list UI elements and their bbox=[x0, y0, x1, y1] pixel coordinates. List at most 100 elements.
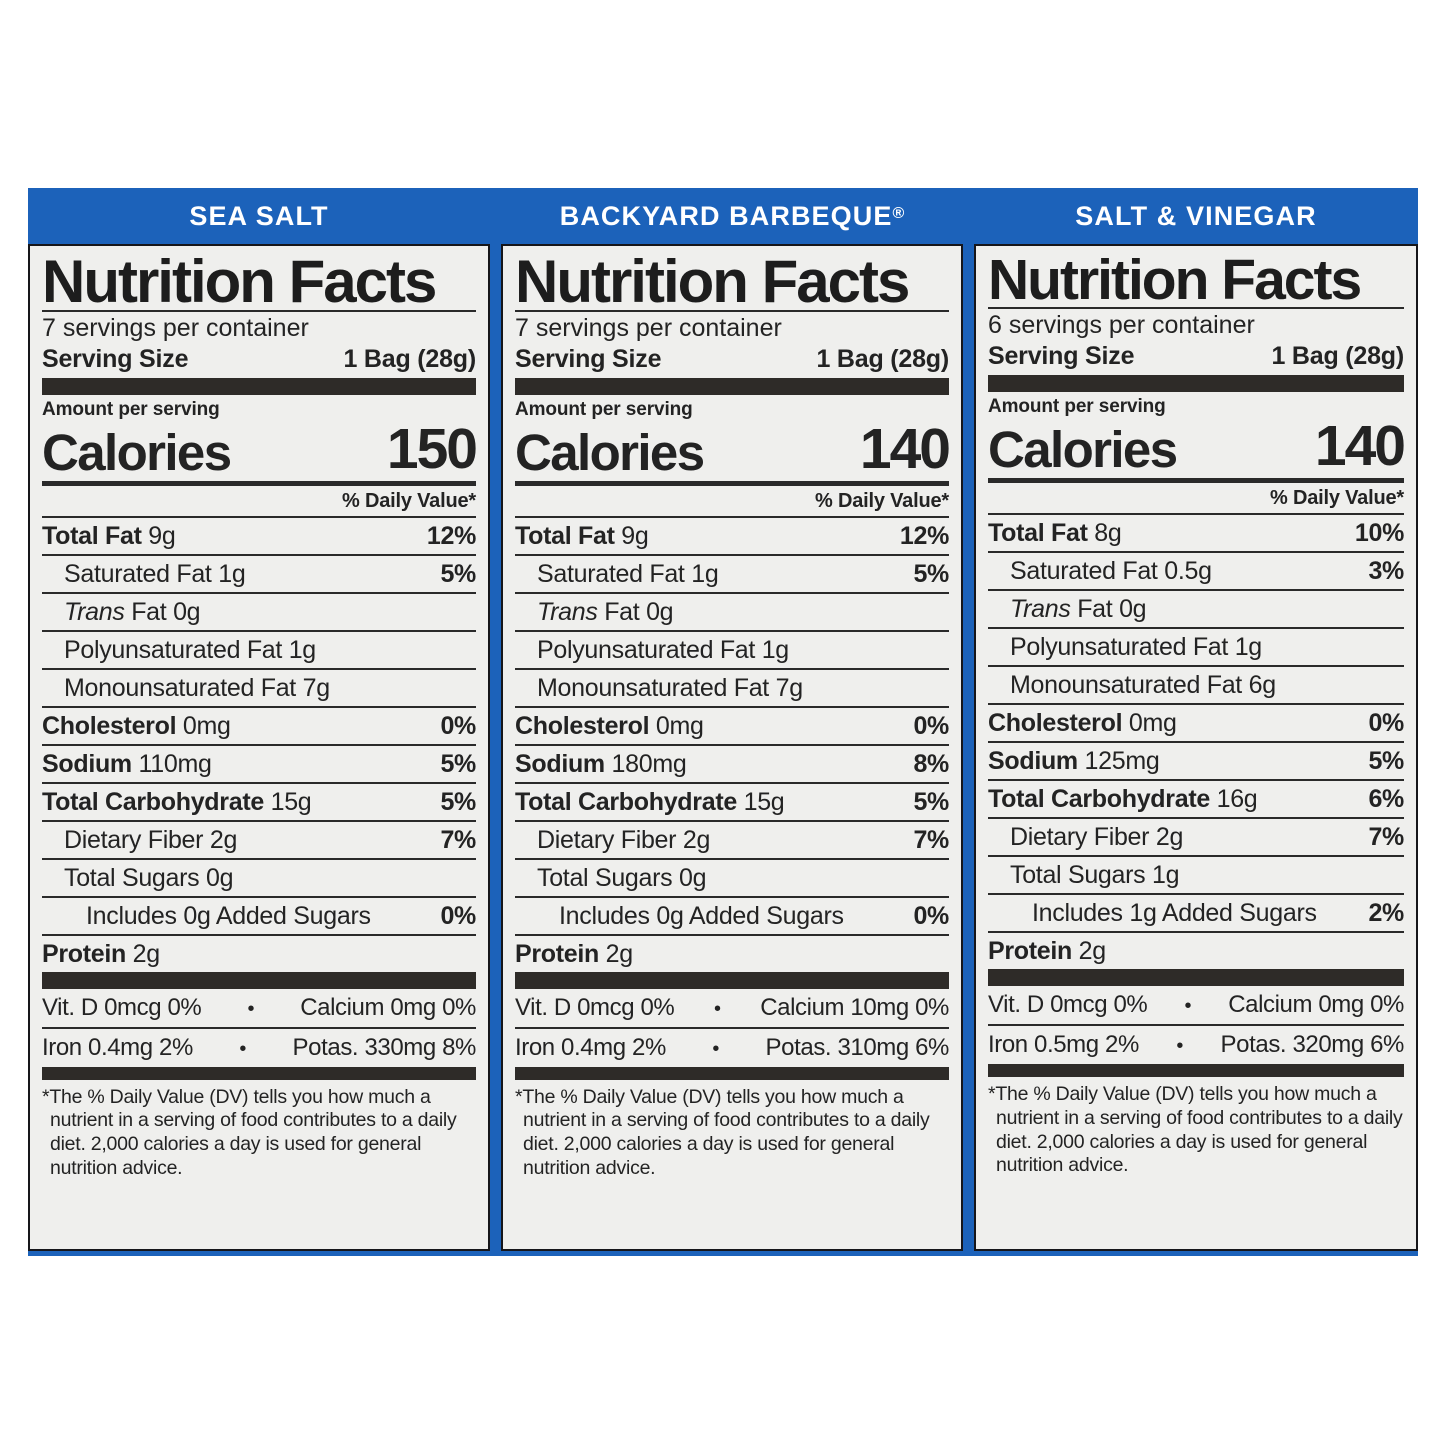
nutrient-amount: 125mg bbox=[1084, 746, 1160, 775]
nutrient-daily-value: 0% bbox=[1368, 708, 1404, 737]
nutrient-daily-value: 10% bbox=[1354, 518, 1404, 547]
rule-between-nutrients bbox=[988, 930, 1404, 933]
nutrient-daily-value: 6% bbox=[1368, 784, 1404, 813]
flavor-header-cell-3: SALT & VINEGAR bbox=[974, 201, 1418, 232]
daily-value-header: % Daily Value* bbox=[815, 489, 949, 512]
servings-per-container: 7 servings per container bbox=[515, 314, 782, 343]
panel-title-nutrition-facts: Nutrition Facts bbox=[42, 248, 437, 315]
micronutrient-row: Iron 0.4mg 2% • Potas. 330mg 8% bbox=[42, 1029, 476, 1067]
rule-between-nutrients bbox=[988, 816, 1404, 819]
rule-under-dv-header bbox=[42, 515, 476, 518]
nutrient-row: Total Carbohydrate 15g 5% bbox=[515, 784, 949, 820]
rule-between-nutrients bbox=[515, 591, 949, 594]
micronutrient-right: Calcium 0mg 0% bbox=[1228, 990, 1404, 1018]
nutrient-row: Includes 1g Added Sugars 2% bbox=[988, 895, 1404, 931]
calories-label: Calories bbox=[988, 420, 1178, 478]
nutrient-daily-value: 5% bbox=[440, 559, 476, 588]
rule-between-nutrients bbox=[515, 667, 949, 670]
nutrient-daily-value: 0% bbox=[440, 901, 476, 930]
flavor-header-cell-2: BACKYARD BARBEQUE® bbox=[501, 201, 963, 232]
bullet-separator-icon: • bbox=[714, 997, 721, 1020]
nutrient-row: Saturated Fat 1g 5% bbox=[515, 556, 949, 592]
nutrient-row: Trans Fat 0g bbox=[988, 591, 1404, 627]
nutrient-daily-value: 7% bbox=[440, 825, 476, 854]
rule-between-nutrients bbox=[42, 895, 476, 898]
micronutrient-row: Iron 0.5mg 2% • Potas. 320mg 6% bbox=[988, 1026, 1404, 1064]
rule-under-dv-header bbox=[988, 512, 1404, 515]
rule-between-nutrients bbox=[515, 705, 949, 708]
serving-size-row: Serving Size 1 Bag (28g) bbox=[42, 344, 476, 378]
calories-label: Calories bbox=[515, 423, 705, 481]
calories-row: Calories 140 bbox=[515, 416, 951, 481]
nutrient-row: Sodium 180mg 8% bbox=[515, 746, 949, 782]
daily-value-footnote: *The % Daily Value (DV) tells you how mu… bbox=[515, 1085, 930, 1180]
rule-under-title bbox=[42, 310, 476, 313]
rule-under-calories bbox=[988, 477, 1404, 483]
nutrient-row: Total Sugars 1g bbox=[988, 857, 1404, 893]
nutrient-name: Protein 2g bbox=[42, 939, 161, 968]
nutrient-row: Includes 0g Added Sugars 0% bbox=[42, 898, 476, 934]
nutrient-row: Monounsaturated Fat 7g bbox=[42, 670, 476, 706]
rule-between-nutrients bbox=[42, 933, 476, 936]
rule-between-nutrients bbox=[42, 591, 476, 594]
rule-between-nutrients bbox=[515, 553, 949, 556]
nutrition-panel-salt-vinegar: Nutrition Facts 6 servings per container S… bbox=[974, 244, 1418, 1251]
nutrient-row: Polyunsaturated Fat 1g bbox=[42, 632, 476, 668]
micronutrient-left: Vit. D 0mcg 0% bbox=[42, 993, 202, 1021]
rule-between-nutrients bbox=[42, 781, 476, 784]
nutrient-row: Sodium 110mg 5% bbox=[42, 746, 476, 782]
calories-value: 150 bbox=[386, 416, 478, 481]
rule-under-title bbox=[515, 310, 949, 313]
nutrient-row: Total Sugars 0g bbox=[42, 860, 476, 896]
rule-before-micronutrients bbox=[515, 971, 949, 989]
rule-between-nutrients bbox=[42, 743, 476, 746]
daily-value-header: % Daily Value* bbox=[1270, 486, 1404, 509]
daily-value-header: % Daily Value* bbox=[342, 489, 476, 512]
micronutrient-row: Vit. D 0mcg 0% • Calcium 10mg 0% bbox=[515, 989, 949, 1027]
nutrient-italic-term: Trans bbox=[537, 597, 598, 626]
nutrient-name: Trans Fat 0g bbox=[1010, 594, 1147, 623]
nutrient-row: Protein 2g bbox=[515, 936, 949, 972]
nutrient-name: Sodium 110mg bbox=[42, 749, 212, 778]
nutrient-row: Trans Fat 0g bbox=[515, 594, 949, 630]
nutrient-row: Monounsaturated Fat 7g bbox=[515, 670, 949, 706]
servings-per-container: 6 servings per container bbox=[988, 311, 1255, 340]
nutrition-panel-backyard-barbeque: Nutrition Facts 7 servings per container S… bbox=[501, 244, 963, 1251]
calories-value: 140 bbox=[859, 416, 951, 481]
nutrient-row: Total Fat 9g 12% bbox=[515, 518, 949, 554]
serving-size-label: Serving Size bbox=[515, 344, 662, 373]
nutrient-amount: 2g bbox=[132, 939, 161, 968]
amount-per-serving-label: Amount per serving bbox=[988, 395, 1166, 417]
serving-size-row: Serving Size 1 Bag (28g) bbox=[515, 344, 949, 378]
calories-value: 140 bbox=[1314, 413, 1406, 478]
panel-bottom-spacer bbox=[515, 1181, 949, 1241]
nutrient-row: Cholesterol 0mg 0% bbox=[42, 708, 476, 744]
nutrient-daily-value: 8% bbox=[913, 749, 949, 778]
bullet-separator-icon: • bbox=[1176, 1034, 1184, 1057]
rule-between-nutrients bbox=[515, 933, 949, 936]
nutrient-name: Polyunsaturated Fat 1g bbox=[64, 635, 316, 664]
nutrition-panels-container: Nutrition Facts 7 servings per container S… bbox=[28, 244, 1418, 1256]
nutrient-row: Polyunsaturated Fat 1g bbox=[515, 632, 949, 668]
nutrient-row: Total Carbohydrate 15g 5% bbox=[42, 784, 476, 820]
flavor-header-cell-1: SEA SALT bbox=[28, 201, 490, 232]
nutrient-row: Polyunsaturated Fat 1g bbox=[988, 629, 1404, 665]
nutrient-name: Saturated Fat 0.5g bbox=[1010, 556, 1212, 585]
nutrient-daily-value: 5% bbox=[440, 787, 476, 816]
panel-title-nutrition-facts: Nutrition Facts bbox=[988, 248, 1362, 312]
nutrient-row: Total Sugars 0g bbox=[515, 860, 949, 896]
nutrient-name: Protein 2g bbox=[515, 939, 633, 968]
nutrient-amount: 0mg bbox=[655, 711, 704, 740]
rule-before-micronutrients bbox=[42, 971, 476, 989]
rule-before-micronutrients bbox=[988, 968, 1404, 986]
serving-size-label: Serving Size bbox=[988, 341, 1135, 370]
serving-size-label: Serving Size bbox=[42, 344, 189, 373]
nutrient-amount: 180mg bbox=[611, 749, 687, 778]
nutrient-row: Total Carbohydrate 16g 6% bbox=[988, 781, 1404, 817]
rule-under-title bbox=[988, 307, 1404, 310]
rule-before-footnote bbox=[42, 1066, 476, 1080]
micronutrient-left: Vit. D 0mcg 0% bbox=[988, 990, 1148, 1018]
daily-value-footnote: *The % Daily Value (DV) tells you how mu… bbox=[42, 1085, 457, 1180]
rule-between-nutrients bbox=[988, 626, 1404, 629]
nutrient-row: Dietary Fiber 2g 7% bbox=[988, 819, 1404, 855]
